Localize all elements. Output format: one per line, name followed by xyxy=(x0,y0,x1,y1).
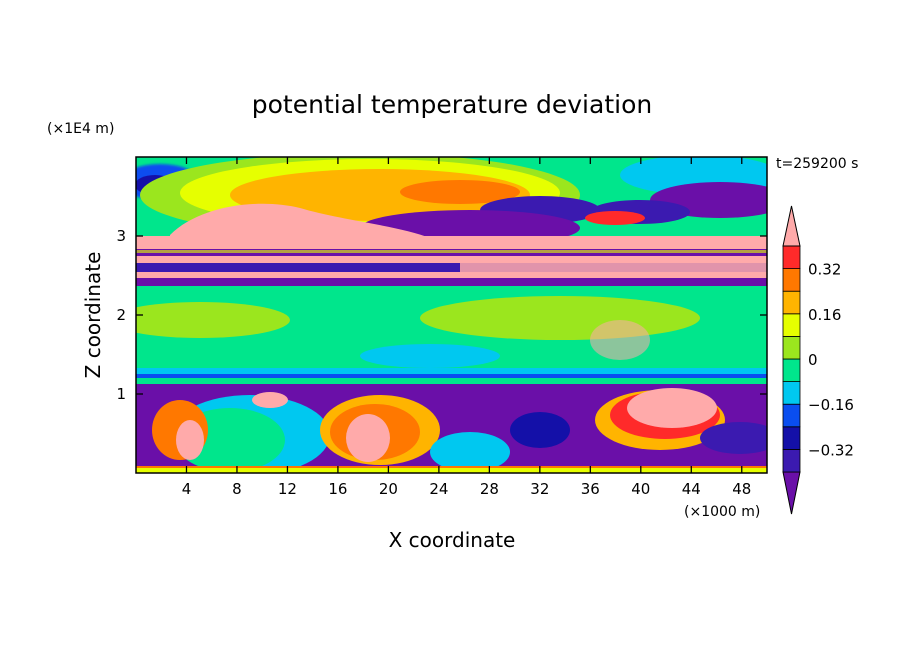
x-axis-unit: (×1000 m) xyxy=(684,504,760,520)
x-axis-label: X coordinate xyxy=(389,528,516,552)
colorbar-label: 0.16 xyxy=(808,306,841,324)
y-axis-label: Z coordinate xyxy=(81,252,105,379)
colorbar-label: 0.32 xyxy=(808,261,841,279)
x-tick-label: 12 xyxy=(278,480,297,498)
colorbar-band xyxy=(782,335,801,360)
x-tick-label: 4 xyxy=(182,480,192,498)
x-tick-label: 48 xyxy=(732,480,751,498)
y-tick-label: 1 xyxy=(116,385,126,403)
colorbar-min-extend xyxy=(782,471,801,515)
y-axis-unit: (×1E4 m) xyxy=(47,121,114,137)
colorbar-band xyxy=(782,313,801,337)
colorbar-label: −0.32 xyxy=(808,441,854,459)
colorbar-band xyxy=(782,381,801,405)
x-axis-ticks: 4 8 12 16 20 24 28 32 36 40 44 48 xyxy=(182,157,751,498)
y-tick-label: 3 xyxy=(116,227,126,245)
colorbar-band xyxy=(782,448,801,473)
colorbar: 0.32 0.16 0 −0.16 −0.32 xyxy=(782,205,854,515)
x-tick-label: 36 xyxy=(581,480,600,498)
y-tick-label: 2 xyxy=(116,306,126,324)
x-tick-label: 16 xyxy=(328,480,347,498)
colorbar-label: −0.16 xyxy=(808,396,854,414)
colorbar-max-extend xyxy=(782,205,801,247)
x-tick-label: 24 xyxy=(429,480,448,498)
colorbar-band xyxy=(782,290,801,315)
colorbar-label: 0 xyxy=(808,351,818,369)
x-tick-label: 8 xyxy=(232,480,242,498)
colorbar-band xyxy=(782,403,801,428)
colorbar-band xyxy=(782,426,801,450)
x-tick-label: 20 xyxy=(379,480,398,498)
time-label: t=259200 s xyxy=(776,156,858,172)
x-tick-label: 28 xyxy=(480,480,499,498)
chart-title: potential temperature deviation xyxy=(252,90,652,119)
colorbar-band xyxy=(782,358,801,383)
y-axis-ticks: 1 2 3 xyxy=(116,227,767,403)
x-tick-label: 32 xyxy=(530,480,549,498)
x-tick-label: 40 xyxy=(631,480,650,498)
colorbar-band xyxy=(782,268,801,292)
colorbar-band xyxy=(782,245,801,270)
x-tick-label: 44 xyxy=(682,480,701,498)
contour-field xyxy=(136,157,767,473)
